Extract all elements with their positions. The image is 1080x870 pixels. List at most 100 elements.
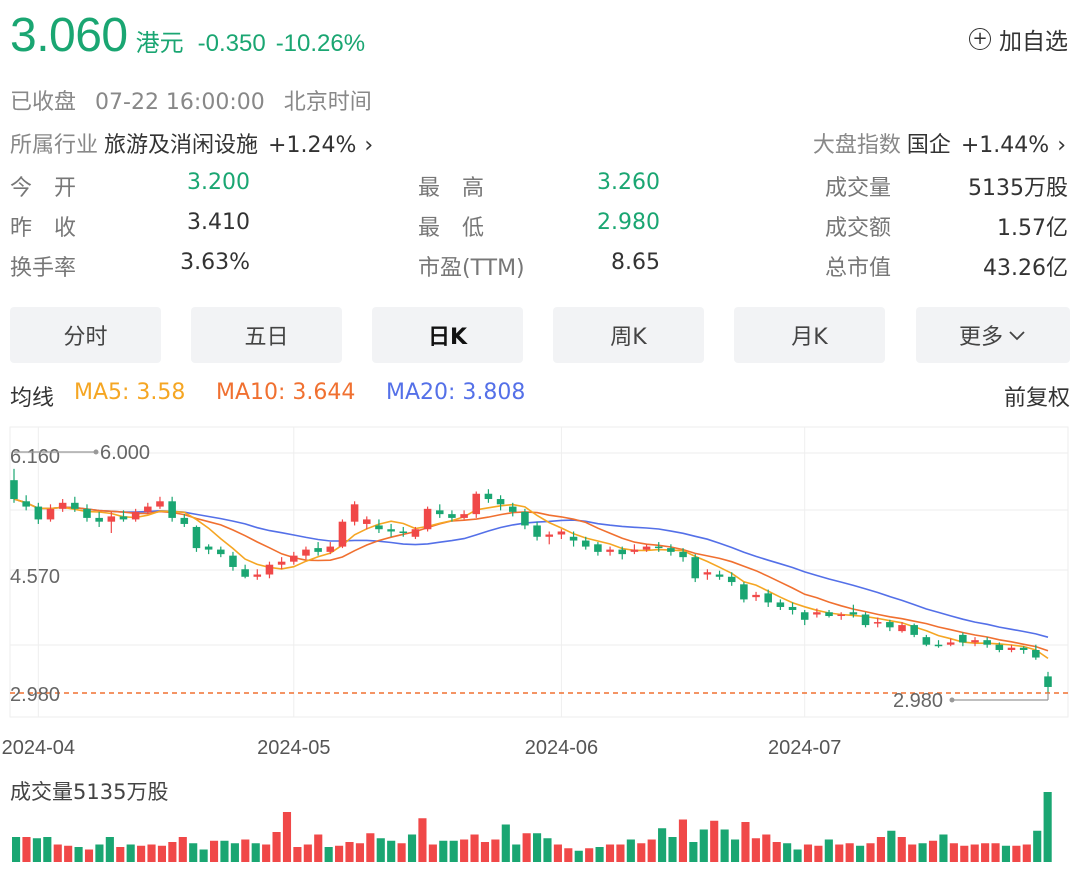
stats-grid: 今 开 3.200 最 高 3.260 成交量 5135万股 昨 收 3.410…	[10, 170, 1070, 290]
volume-bar	[939, 834, 948, 862]
ma10-value: MA10: 3.644	[216, 380, 356, 405]
candle-body	[302, 549, 310, 556]
volume-bar	[647, 839, 656, 862]
candle-body	[399, 531, 408, 533]
volume-bar	[928, 840, 938, 862]
candle-body	[350, 504, 359, 522]
candle-body	[654, 546, 663, 549]
industry-link[interactable]: 所属行业 旅游及消闲设施 +1.24% ›	[10, 127, 373, 159]
ma-title: 均线	[10, 386, 55, 411]
candle-body	[934, 644, 943, 647]
tab-daily-k[interactable]: 日K	[372, 307, 523, 363]
tab-weekly-k[interactable]: 周K	[553, 307, 704, 363]
prev-close-value: 3.410	[187, 210, 250, 235]
volume-bar	[574, 850, 583, 862]
tab-five-day[interactable]: 五日	[191, 307, 342, 363]
volume-bar	[720, 829, 729, 862]
candle-body	[277, 561, 286, 565]
candle-body	[180, 517, 189, 524]
volume-title: 成交量5135万股	[10, 780, 169, 804]
candle-body	[460, 514, 468, 518]
volume-bar	[116, 847, 125, 862]
volume-bar	[345, 842, 354, 862]
tab-label: 五日	[244, 325, 289, 350]
candle-body	[837, 614, 845, 617]
volume-bar	[105, 837, 114, 862]
stats-row-3: 换手率 3.63% 市盈(TTM) 8.65 总市值 43.26亿	[10, 250, 1070, 290]
ma-legend: 均线 MA5: 3.58 MA10: 3.644 MA20: 3.808 前复权	[10, 380, 1070, 411]
tab-label: 更多	[958, 325, 1003, 350]
volume-bar	[845, 843, 854, 862]
low-value: 2.980	[597, 210, 660, 235]
candle-body	[886, 622, 894, 628]
volume-bar	[480, 842, 490, 862]
volume-bar	[1033, 830, 1042, 862]
volume-bar	[84, 849, 94, 862]
volume-bar	[303, 844, 312, 862]
candle-body	[10, 480, 18, 500]
candle-body	[83, 508, 91, 518]
candle-body	[71, 502, 79, 509]
add-watchlist-button[interactable]: + 加自选	[969, 22, 1068, 56]
candle-body	[569, 536, 578, 541]
price-change-pct: -10.26%	[275, 30, 366, 57]
volume-bar	[553, 844, 562, 862]
candle-body	[95, 517, 103, 522]
volume-bar	[12, 837, 21, 862]
volume-bar	[53, 844, 62, 862]
market-index-link[interactable]: 大盘指数 国企 +1.44% ›	[813, 127, 1066, 159]
volume-bar	[460, 839, 469, 862]
candle-body	[484, 493, 493, 500]
tab-monthly-k[interactable]: 月K	[734, 307, 885, 363]
volume-value: 5135万股	[968, 176, 1068, 201]
volume-bar	[960, 845, 969, 862]
volume-bar	[241, 839, 250, 862]
volume-bar	[918, 843, 927, 862]
open-label: 今 开	[10, 176, 77, 201]
add-watchlist-label: 加自选	[999, 29, 1068, 55]
candle-body	[752, 594, 760, 598]
tab-more[interactable]: 更多	[916, 307, 1070, 363]
volume-bar	[866, 843, 875, 862]
ma20-line	[13, 498, 1049, 638]
volume-bar	[168, 842, 177, 862]
industry-pct: +1.24%	[268, 133, 357, 158]
max-marker-dot	[93, 449, 99, 455]
tab-intraday[interactable]: 分时	[10, 307, 161, 363]
volume-bar	[678, 819, 688, 862]
candle-body	[691, 557, 699, 579]
volume-bar	[824, 839, 833, 862]
candle-body	[241, 569, 249, 577]
volume-bar	[1012, 845, 1021, 862]
candle-body	[192, 526, 201, 549]
candle-body	[1032, 649, 1040, 658]
candle-body	[363, 519, 371, 524]
amount-label: 成交额	[825, 216, 892, 241]
candlestick-chart[interactable]: 6.160 4.570 2.980 6.000 2.980 2024-04 2024-05 2…	[0, 420, 1080, 765]
volume-bar	[137, 845, 146, 862]
period-tabs: 分时 五日 日K 周K 月K 更多	[10, 307, 1070, 363]
volume-bar	[876, 837, 885, 862]
tab-label: 分时	[63, 325, 108, 350]
open-value: 3.200	[187, 170, 250, 195]
candle-body	[642, 546, 651, 550]
volume-bar	[793, 849, 802, 862]
volume-bar	[230, 843, 239, 862]
volume-bar	[710, 820, 719, 862]
volume-bar	[220, 840, 229, 862]
candle-body	[314, 548, 322, 552]
volume-bar	[741, 822, 750, 862]
candle-body	[776, 602, 785, 607]
turnover-label: 换手率	[10, 256, 77, 281]
adjust-mode-button[interactable]: 前复权	[1003, 386, 1070, 411]
candle-body	[898, 625, 906, 632]
volume-chart[interactable]	[0, 790, 1080, 870]
volume-bar	[324, 847, 333, 862]
candle-body	[800, 612, 809, 620]
candle-body	[995, 644, 1004, 650]
candle-body	[727, 576, 736, 583]
candle-body	[545, 534, 554, 537]
candle-body	[910, 625, 918, 635]
status-state: 已收盘	[10, 90, 77, 115]
stats-row-2: 昨 收 3.410 最 低 2.980 成交额 1.57亿	[10, 210, 1070, 250]
